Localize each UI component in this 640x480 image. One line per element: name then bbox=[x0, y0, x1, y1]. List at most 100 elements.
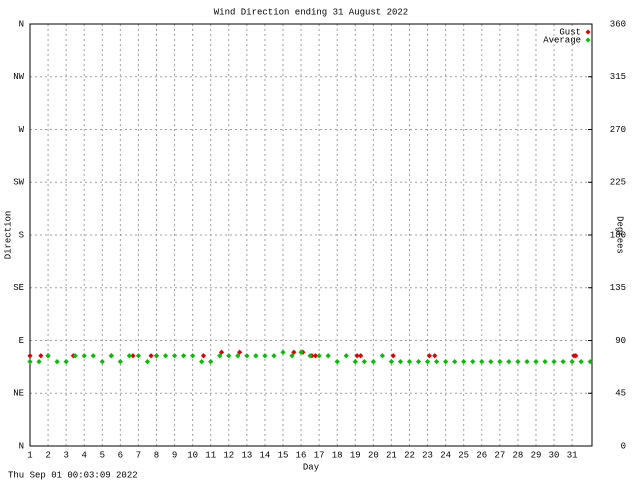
data-point bbox=[126, 353, 132, 359]
legend-marker bbox=[585, 37, 591, 43]
data-point bbox=[390, 353, 396, 359]
data-point bbox=[291, 349, 297, 355]
x-tick-label: 30 bbox=[549, 450, 560, 460]
legend-label: Gust bbox=[559, 27, 581, 37]
x-tick-label: 3 bbox=[63, 450, 68, 460]
y-axis-label: Direction bbox=[3, 211, 13, 260]
x-tick-label: 15 bbox=[278, 450, 289, 460]
data-point bbox=[316, 353, 322, 359]
x-tick-label: 2 bbox=[45, 450, 50, 460]
data-point bbox=[298, 349, 304, 355]
data-point bbox=[38, 353, 44, 359]
data-point bbox=[470, 359, 476, 365]
data-point bbox=[208, 359, 214, 365]
data-point bbox=[361, 359, 367, 365]
x-tick-label: 23 bbox=[422, 450, 433, 460]
data-point bbox=[479, 359, 485, 365]
legend-label: Average bbox=[543, 35, 581, 45]
y-tick-label: N bbox=[19, 441, 24, 451]
x-tick-label: 1 bbox=[27, 450, 32, 460]
data-point bbox=[45, 353, 51, 359]
data-point bbox=[72, 353, 78, 359]
data-point bbox=[181, 353, 187, 359]
x-tick-label: 29 bbox=[531, 450, 542, 460]
data-point bbox=[271, 353, 277, 359]
legend-marker bbox=[585, 29, 591, 35]
data-point bbox=[443, 359, 449, 365]
x-tick-label: 18 bbox=[332, 450, 343, 460]
data-point bbox=[358, 353, 364, 359]
plot-frame bbox=[29, 23, 593, 447]
y2-tick-label: 135 bbox=[610, 283, 626, 293]
data-point bbox=[262, 353, 268, 359]
data-point bbox=[370, 359, 376, 365]
x-tick-label: 24 bbox=[440, 450, 451, 460]
x-tick-label: 6 bbox=[118, 450, 123, 460]
x-tick-label: 4 bbox=[82, 450, 87, 460]
data-point bbox=[148, 353, 154, 359]
data-point bbox=[524, 359, 530, 365]
y2-tick-label: 90 bbox=[615, 336, 626, 346]
data-point bbox=[506, 359, 512, 365]
data-point bbox=[497, 359, 503, 365]
data-point bbox=[433, 359, 440, 365]
x-tick-label: 16 bbox=[296, 450, 307, 460]
x-tick-label: 27 bbox=[494, 450, 505, 460]
data-point bbox=[235, 353, 241, 359]
y2-tick-label: 225 bbox=[610, 178, 626, 188]
y-tick-label: E bbox=[19, 336, 24, 346]
data-point bbox=[226, 353, 232, 359]
y-tick-label: SW bbox=[13, 178, 24, 188]
data-point bbox=[144, 359, 151, 365]
data-point bbox=[63, 359, 69, 365]
data-point bbox=[289, 353, 295, 359]
data-point bbox=[515, 359, 521, 365]
data-point bbox=[130, 353, 136, 359]
data-point bbox=[200, 353, 207, 359]
data-point bbox=[461, 359, 467, 365]
data-point bbox=[452, 359, 458, 365]
x-tick-label: 8 bbox=[154, 450, 159, 460]
data-point bbox=[578, 359, 584, 365]
data-point bbox=[388, 359, 395, 365]
y-tick-label: SE bbox=[13, 283, 24, 293]
y2-tick-label: 270 bbox=[610, 125, 626, 135]
x-tick-label: 9 bbox=[172, 450, 177, 460]
y2-tick-label: 360 bbox=[610, 19, 626, 29]
data-point bbox=[573, 353, 579, 359]
x-tick-label: 28 bbox=[513, 450, 524, 460]
data-point bbox=[99, 359, 105, 365]
y2-axis-label: Degrees bbox=[615, 216, 625, 254]
data-point bbox=[27, 359, 33, 365]
x-tick-label: 5 bbox=[100, 450, 105, 460]
data-point bbox=[533, 359, 539, 365]
data-point bbox=[426, 353, 432, 359]
x-tick-label: 13 bbox=[241, 450, 252, 460]
data-point bbox=[312, 353, 319, 359]
data-point bbox=[218, 349, 225, 355]
y-tick-label: S bbox=[19, 230, 24, 240]
data-point bbox=[569, 359, 575, 365]
y2-tick-label: 45 bbox=[615, 389, 626, 399]
data-point bbox=[244, 353, 250, 359]
x-tick-label: 25 bbox=[458, 450, 469, 460]
data-point bbox=[90, 353, 96, 359]
x-tick-label: 22 bbox=[404, 450, 415, 460]
data-point bbox=[36, 359, 42, 365]
y2-tick-label: 180 bbox=[610, 230, 626, 240]
data-point bbox=[397, 359, 404, 365]
y-tick-label: N bbox=[19, 19, 24, 29]
data-point bbox=[280, 349, 286, 355]
timestamp: Thu Sep 01 00:03:09 2022 bbox=[8, 470, 138, 480]
data-point bbox=[432, 353, 438, 359]
x-tick-label: 21 bbox=[386, 450, 397, 460]
data-point bbox=[542, 359, 548, 365]
data-point bbox=[108, 353, 114, 359]
x-tick-label: 26 bbox=[476, 450, 487, 460]
chart-title: Wind Direction ending 31 August 2022 bbox=[214, 7, 408, 17]
data-point bbox=[54, 359, 60, 365]
data-point bbox=[217, 353, 223, 359]
x-tick-label: 17 bbox=[314, 450, 325, 460]
